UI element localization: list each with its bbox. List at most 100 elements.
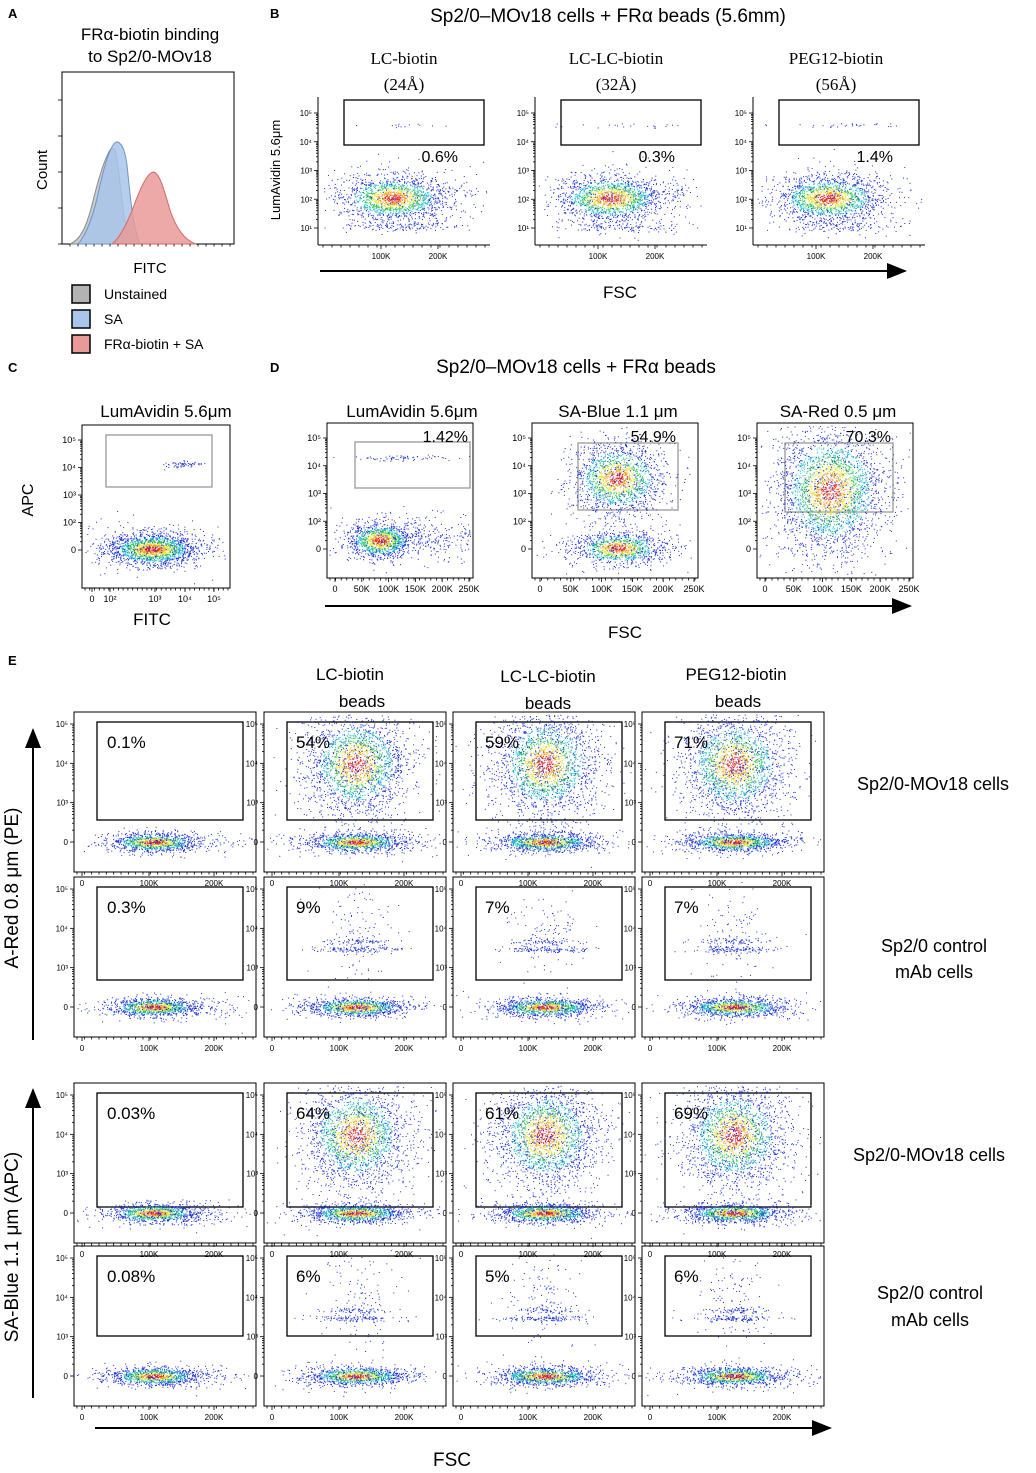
panel-e-r4c1-xtick-label: 0 xyxy=(80,1413,85,1422)
panel-e-r4c1-xtick-label: 100K xyxy=(140,1413,159,1422)
panel-e-r2c3-ytick-label: 10⁴ xyxy=(435,924,448,933)
panel-e-r3c1-ytick-label: 0 xyxy=(64,1209,69,1218)
panel-d-xtick-label: 50K xyxy=(786,584,802,594)
panel-b-ytick-label: 10¹ xyxy=(300,224,312,233)
panel-e-r2c3-ytick-label: 0 xyxy=(443,1003,448,1012)
panel-c-xtick-label: 10² xyxy=(103,594,116,604)
panel-e-r4c4-xtick-label: 0 xyxy=(648,1413,653,1422)
panel-d-frame xyxy=(531,422,699,579)
panel-b-xtick-label: 200K xyxy=(646,252,665,261)
panel-b-ytick-label: 10³ xyxy=(300,167,312,176)
panel-d-plot3-title: SA-Red 0.5 μm xyxy=(780,402,897,421)
panel-e-r4c2-ytick-label: 0 xyxy=(254,1372,259,1381)
panel-b-ytick-label: 10² xyxy=(300,195,312,204)
panel-d-ytick-label: 10³ xyxy=(738,489,751,499)
panel-e-r2c3-xtick-label: 0 xyxy=(459,1044,464,1053)
panel-b-scatter-points xyxy=(755,100,923,243)
panel-e-r4c1-ytick-label: 10⁵ xyxy=(56,1254,68,1263)
panel-c-scatter-points xyxy=(84,427,228,586)
panel-d-xlabel: FSC xyxy=(608,623,642,642)
panel-e-r2c1-xtick-label: 100K xyxy=(140,1044,159,1053)
panel-b-scatter-points xyxy=(320,100,488,243)
panel-a-ylabel: Count xyxy=(34,149,51,190)
panel-e-r2c1-scatter-points xyxy=(76,879,254,1035)
panel-e-col1-header1: LC-biotin xyxy=(316,665,384,684)
panel-d-xtick-label: 200K xyxy=(653,584,674,594)
panel-e-r1c4-ytick-label: 0 xyxy=(632,838,637,847)
panel-e-r4c4-xtick-label: 100K xyxy=(708,1413,727,1422)
panel-b-ytick-label: 10⁴ xyxy=(517,138,530,147)
panel-e-r2c3-ytick-label: 10⁵ xyxy=(435,885,447,894)
panel-b-plot1-title1: LC-biotin xyxy=(370,49,438,68)
panel-e-r3c4-ytick-label: 0 xyxy=(632,1209,637,1218)
panel-e-r4c2-xtick-label: 100K xyxy=(330,1413,349,1422)
panel-e-r1c3-ytick-label: 10⁵ xyxy=(435,720,447,729)
panel-e-r4c1-ytick-label: 10³ xyxy=(56,1333,68,1342)
panel-e-r4c2-ytick-label: 10³ xyxy=(246,1333,258,1342)
panel-d-scatter-points xyxy=(759,425,911,576)
panel-d-xtick-label: 50K xyxy=(563,584,579,594)
panel-b-gate-percent: 0.3% xyxy=(639,149,675,166)
panel-b-ylabel: LumAvidin 5.6μm xyxy=(268,120,283,220)
panel-b-ytick-label: 10² xyxy=(517,195,529,204)
panel-b-title: Sp2/0–MOv18 cells + FRα beads (5.6mm) xyxy=(430,6,786,27)
panel-d-ytick-label: 0 xyxy=(746,544,751,554)
panel-d-ytick-label: 10⁵ xyxy=(737,433,751,443)
panel-a-ticks xyxy=(58,99,231,247)
panel-a-legend: Unstained SA FRα-biotin + SA xyxy=(71,284,204,354)
panel-e-r1c1-ytick-label: 0 xyxy=(64,838,69,847)
panel-d-ytick-label: 0 xyxy=(316,544,321,554)
panel-d-plot1-title: LumAvidin 5.6μm xyxy=(346,402,477,421)
panel-d-xtick-label: 0 xyxy=(332,584,337,594)
panel-e-r3c3-ytick-label: 10⁵ xyxy=(435,1091,447,1100)
panel-c-frame xyxy=(81,424,231,589)
panel-e-r4c1-scatter-points xyxy=(76,1248,254,1404)
panel-e-r3c3-ytick-label: 10³ xyxy=(435,1170,447,1179)
panel-c-plot: 10⁵ 10⁴ 10³ 10² 0 0 10² 10³ 10⁴ 10⁵ xyxy=(62,424,231,604)
panel-e-row4-label2: mAb cells xyxy=(891,1310,969,1330)
panel-e-r1c4-ytick-label: 10⁵ xyxy=(624,720,636,729)
panel-b-ytick-label: 10⁵ xyxy=(300,109,312,118)
panel-e-r2c1-xtick-label: 0 xyxy=(80,1044,85,1053)
legend-swatch-sa xyxy=(71,309,91,329)
panel-d-ytick-label: 10⁵ xyxy=(512,433,526,443)
panel-d-ytick-label: 0 xyxy=(521,544,526,554)
panel-e-r2c1-xtick-label: 200K xyxy=(205,1044,224,1053)
panel-e-r4c1-xtick-label: 200K xyxy=(205,1413,224,1422)
panel-b-plots: 10⁵ 10⁴ 10³ 10² 10¹ 100K 200K 0.6% 10⁵ 10⁴ 10³ 10² 1… xyxy=(300,97,925,261)
panel-e-r1c2-ytick-label: 10⁴ xyxy=(246,759,259,768)
panel-c-ytick-label: 10⁴ xyxy=(62,463,76,473)
panel-b-gate-percent: 0.6% xyxy=(422,149,458,166)
panel-e-ylabel-top: A-Red 0.8 μm (PE) xyxy=(2,808,23,969)
panel-b-xtick-label: 100K xyxy=(589,252,608,261)
panel-b-ytick-label: 10⁵ xyxy=(517,109,529,118)
panel-e-r1c1-ytick-label: 10³ xyxy=(56,799,68,808)
panel-d: D Sp2/0–MOv18 cells + FRα beads LumAvidi… xyxy=(270,357,920,642)
panel-e-r4c2-ytick-label: 10⁴ xyxy=(246,1293,259,1302)
panel-e-r2c3-gate-percent: 7% xyxy=(485,898,510,917)
panel-e-r4c4-gate-percent: 6% xyxy=(674,1267,699,1286)
panel-e-r4c4-xtick-label: 200K xyxy=(773,1413,792,1422)
panel-e-r1c3-ytick-label: 10³ xyxy=(435,799,447,808)
panel-e-r1c2-ytick-label: 10⁵ xyxy=(246,720,258,729)
panel-e-r2c4-scatter-points xyxy=(644,879,822,1035)
panel-b-ytick-label: 10¹ xyxy=(517,224,529,233)
panel-e-row2-label1: Sp2/0 control xyxy=(881,936,987,956)
panel-c-xtick-label: 10⁴ xyxy=(178,594,192,604)
legend-swatch-fra-biotin-sa xyxy=(71,334,91,354)
panel-e-r3c3-ytick-label: 0 xyxy=(443,1209,448,1218)
panel-d-gate-percent: 70.3% xyxy=(846,429,891,446)
panel-e-r1c1-gate-percent: 0.1% xyxy=(107,733,146,752)
panel-b-plot2-title1: LC-LC-biotin xyxy=(569,49,664,68)
panel-e-row1-label: Sp2/0-MOv18 cells xyxy=(857,774,1009,794)
panel-e-row2-label2: mAb cells xyxy=(895,962,973,982)
panel-e-r3c2-gate-percent: 64% xyxy=(296,1104,330,1123)
panel-e-r2c3-xtick-label: 100K xyxy=(519,1044,538,1053)
panel-e-col3-header1: PEG12-biotin xyxy=(685,665,786,684)
panel-e-r3c2-ytick-label: 10⁴ xyxy=(246,1130,259,1139)
panel-c-ytick-label: 0 xyxy=(71,545,76,555)
panel-d-xtick-label: 100K xyxy=(591,584,612,594)
panel-e-r4c3-ytick-label: 10⁵ xyxy=(435,1254,447,1263)
panel-a-title-line1: FRα-biotin binding xyxy=(81,25,219,44)
